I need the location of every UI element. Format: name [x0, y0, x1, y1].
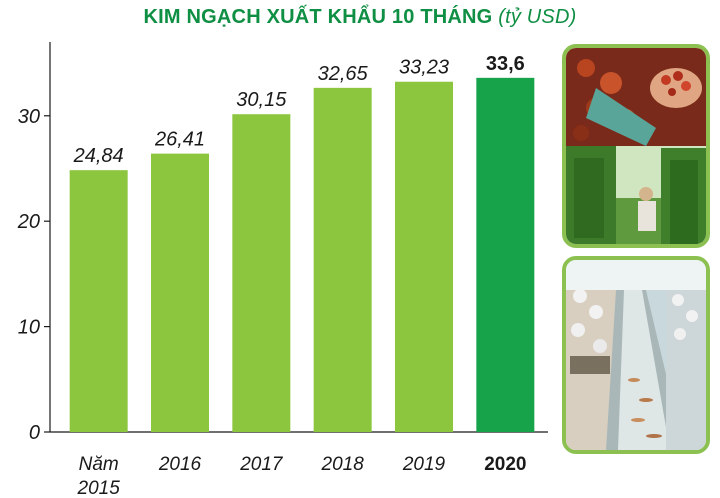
pepper-harvest-photo [562, 44, 710, 248]
bar [69, 170, 128, 432]
bar [313, 87, 372, 432]
bar [151, 153, 209, 432]
bar-value-label: 30,15 [236, 89, 287, 111]
x-tick-label: 2019 [402, 454, 446, 475]
x-tick-label: 2016 [158, 454, 202, 475]
bar [476, 77, 535, 433]
bar-value-label: 32,65 [318, 63, 369, 85]
x-tick-label: 2018 [321, 454, 365, 475]
chart-title-text: KIM NGẠCH XUẤT KHẨU 10 THÁNG [143, 6, 493, 28]
y-tick-label: 0 [29, 422, 40, 444]
y-tick-label: 10 [18, 317, 40, 339]
bar-value-label: 26,41 [154, 129, 205, 151]
bar [232, 114, 291, 433]
bar [395, 81, 453, 432]
y-tick-label: 30 [18, 106, 40, 128]
bar-value-label: 33,6 [486, 53, 525, 75]
chart-unit: (tỷ USD) [498, 6, 577, 28]
bar-chart: 0 10 20 30 24,84 Năm 2015 26,41 2016 30,15 2017 32,… [17, 42, 548, 498]
shrimp-processing-photo [562, 256, 710, 454]
x-tick-label: 2020 [484, 454, 526, 475]
bar-value-label: 33,23 [399, 57, 449, 79]
y-tick-label: 20 [17, 211, 40, 233]
chart-title: KIM NGẠCH XUẤT KHẨU 10 THÁNG (tỷ USD) [0, 6, 720, 29]
bar-value-label: 24,84 [73, 145, 124, 167]
x-tick-label: 2017 [239, 454, 284, 475]
x-tick-label: Năm 2015 [77, 454, 121, 498]
